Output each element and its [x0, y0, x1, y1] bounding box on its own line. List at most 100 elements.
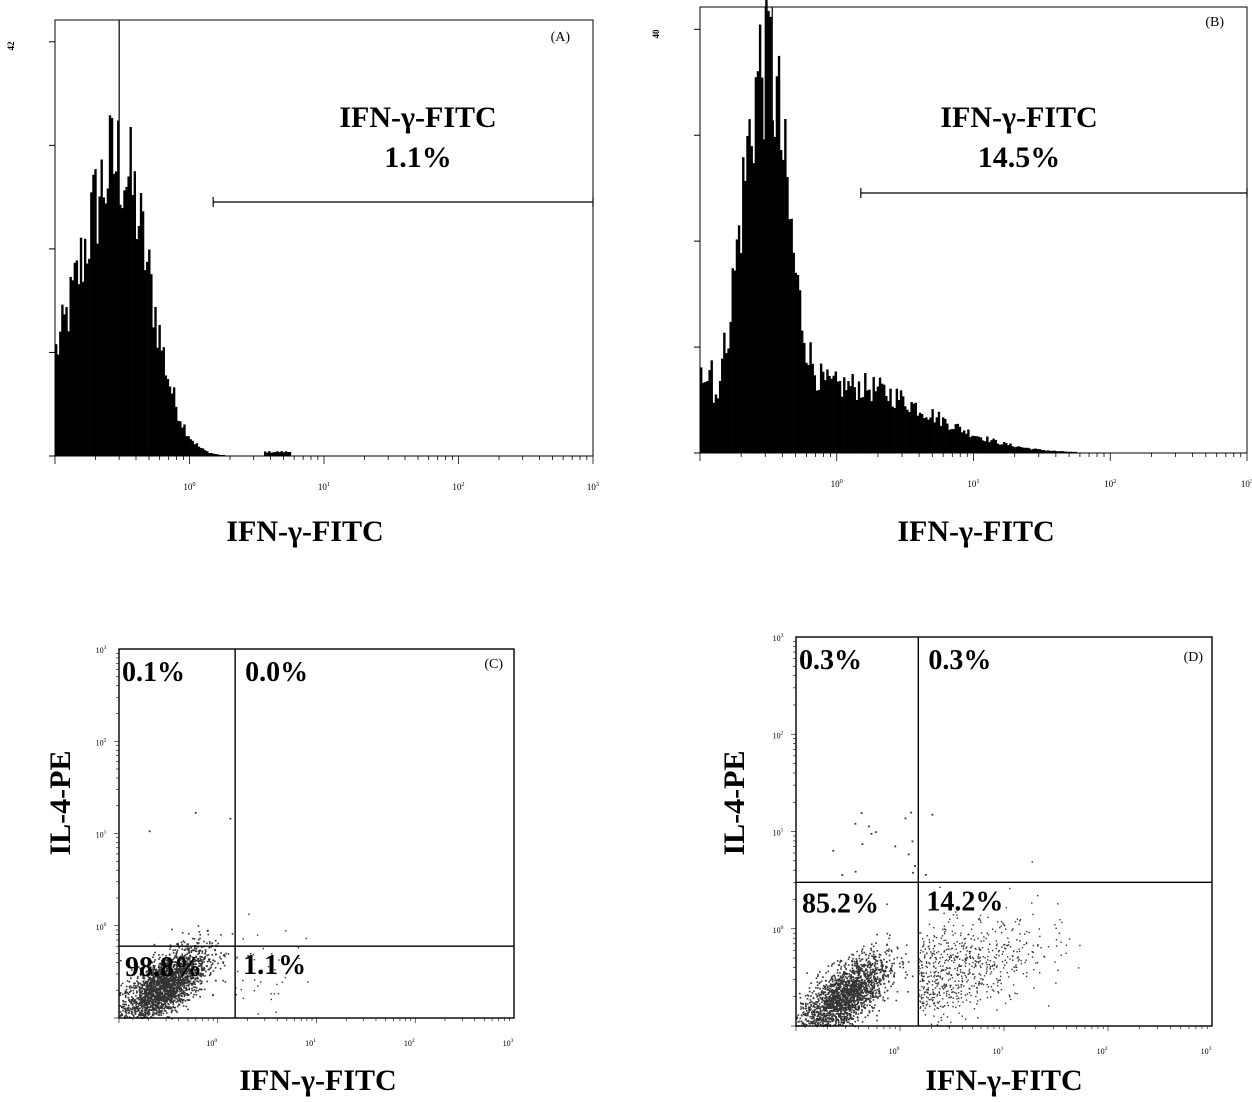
event-dot: [921, 1002, 924, 1005]
event-dot: [849, 974, 852, 977]
histogram-bin: [847, 381, 850, 453]
event-dot: [870, 947, 872, 950]
event-dot: [185, 963, 188, 965]
event-dot: [855, 1013, 857, 1015]
histogram-bin: [807, 364, 810, 453]
event-dot: [842, 975, 844, 978]
event-dot: [193, 963, 196, 966]
event-dot: [833, 995, 835, 998]
histogram-bin: [1032, 448, 1035, 453]
event-dot: [853, 973, 856, 975]
event-dot: [964, 994, 967, 996]
event-dot: [876, 967, 879, 969]
event-dot: [844, 985, 847, 988]
event-dot: [869, 977, 872, 980]
event-dot: [833, 1004, 835, 1007]
event-dot: [830, 965, 833, 967]
event-dot: [850, 996, 852, 998]
event-dot: [139, 1001, 141, 1004]
event-dot: [869, 962, 871, 965]
event-dot: [822, 1017, 825, 1019]
histogram-bin: [218, 454, 221, 456]
event-dot: [826, 993, 829, 996]
histogram-bin: [935, 417, 939, 453]
event-dot: [147, 1002, 149, 1005]
event-dot: [199, 957, 201, 960]
event-dot: [934, 980, 936, 983]
event-dot: [167, 989, 170, 992]
event-dot: [964, 965, 967, 967]
event-dot: [858, 969, 860, 972]
event-dot: [181, 985, 184, 987]
event-dot: [843, 1006, 846, 1009]
event-dot: [872, 971, 875, 974]
event-dot: [1005, 906, 1008, 909]
event-dot: [176, 949, 179, 952]
event-dot: [167, 972, 170, 975]
event-dot: [144, 981, 147, 984]
event-dot: [854, 1007, 857, 1010]
histogram-bin: [763, 139, 766, 454]
event-dot: [830, 1010, 833, 1012]
histogram-bin: [777, 55, 781, 454]
event-dot: [176, 989, 178, 991]
event-dot: [924, 948, 927, 950]
event-dot: [153, 980, 156, 983]
event-dot: [163, 964, 165, 966]
event-dot: [835, 979, 838, 982]
histogram-bin: [830, 378, 833, 453]
event-dot: [177, 969, 179, 972]
event-dot: [166, 998, 168, 1001]
event-dot: [851, 991, 854, 993]
event-dot: [880, 965, 883, 968]
event-dot: [863, 995, 866, 998]
event-dot: [175, 960, 177, 963]
event-dot: [170, 964, 173, 967]
event-dot: [143, 966, 146, 969]
event-dot: [150, 970, 153, 972]
event-dots: [796, 811, 1081, 1028]
event-dot: [165, 967, 168, 969]
event-dot: [174, 955, 176, 957]
histogram-bin: [794, 272, 798, 453]
histogram-bin: [933, 422, 936, 453]
event-dot: [813, 1011, 816, 1014]
event-dot: [183, 955, 186, 957]
event-dot: [166, 974, 169, 977]
event-dot: [838, 1016, 840, 1018]
event-dot: [840, 983, 842, 985]
event-dot: [847, 980, 849, 983]
event-dot: [834, 999, 836, 1001]
histogram-bin: [55, 344, 58, 456]
event-dot: [175, 952, 178, 955]
event-dot: [172, 990, 175, 992]
event-dot: [856, 963, 859, 965]
histogram-bin: [822, 371, 825, 453]
event-dot: [968, 963, 971, 965]
event-dot: [182, 968, 185, 971]
event-dot: [947, 973, 949, 975]
event-dot: [890, 967, 893, 969]
histogram-bin: [923, 418, 926, 453]
event-dot: [179, 966, 182, 969]
event-dot: [185, 967, 188, 969]
event-dot: [828, 998, 831, 1001]
event-dot: [188, 970, 191, 973]
event-dot: [854, 1020, 857, 1023]
event-dot: [173, 964, 176, 967]
event-dot: [838, 1000, 841, 1003]
event-dot: [148, 991, 151, 994]
event-dot: [124, 1009, 127, 1011]
event-dot: [180, 962, 182, 964]
histogram-bin: [191, 440, 194, 456]
event-dot: [181, 976, 184, 978]
event-dot: [837, 1020, 840, 1023]
event-dot: [231, 933, 234, 935]
event-dot: [836, 1008, 839, 1011]
event-dot: [833, 1019, 835, 1021]
event-dot: [826, 1020, 828, 1023]
event-dot: [173, 968, 176, 971]
event-dot: [169, 1000, 171, 1003]
event-dot: [119, 994, 122, 997]
event-dot: [140, 1003, 143, 1006]
